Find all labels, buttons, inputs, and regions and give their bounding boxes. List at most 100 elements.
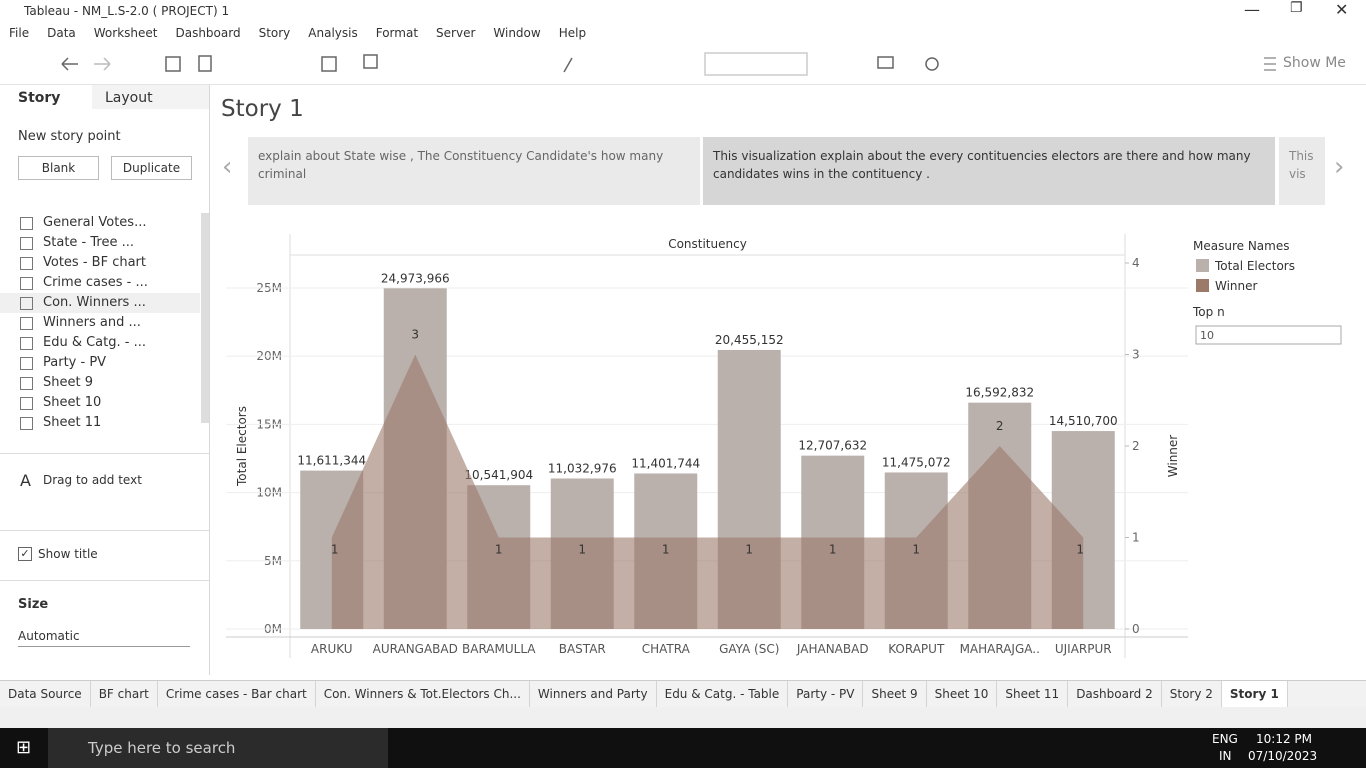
sheet-tab[interactable]: Sheet 11 [997,681,1069,707]
new-data-source[interactable] [198,55,212,72]
menu-item[interactable]: Help [558,26,587,40]
bar-label: 24,973,966 [381,271,450,285]
sheet-item[interactable]: Sheet 11 [0,413,200,433]
area-label: 1 [1076,543,1084,557]
y-axis-title: Total Electors [235,406,249,487]
sheet-item[interactable]: Edu & Catg. - ... [0,333,200,353]
duplicate-sheet[interactable] [363,54,378,69]
bar-label: 20,455,152 [715,333,784,347]
save[interactable] [165,56,181,72]
region[interactable]: IN [1219,749,1232,763]
menu-item[interactable]: Format [375,26,419,40]
show-title-checkbox[interactable]: ✓ [18,547,32,561]
fit-dropdown[interactable] [704,52,808,76]
language[interactable]: ENG [1212,732,1238,746]
sheet-item[interactable]: State - Tree ... [0,233,200,253]
y2-tick-label: 2 [1132,439,1140,453]
area-label: 1 [578,543,586,557]
sheet-tab[interactable]: Sheet 10 [927,681,998,707]
redo[interactable] [94,57,111,71]
sheet-item[interactable]: Crime cases - ... [0,273,200,293]
story-title: Story 1 [221,96,304,122]
y2-tick-label: 1 [1132,531,1140,545]
clock-date[interactable]: 07/10/2023 [1248,749,1318,763]
prev-arrow[interactable]: ‹ [222,152,233,182]
next-arrow[interactable]: › [1334,152,1345,182]
menu-bar: File Data Worksheet Dashboard Story Analysis F… [0,22,1366,44]
sheet-tab[interactable]: Party - PV [788,681,864,707]
area [331,354,1084,629]
new-sheet[interactable] [321,56,337,72]
highlight[interactable] [563,57,573,73]
sheet-tab[interactable]: Winners and Party [530,681,657,707]
x-tick-label: AURANGABAD [373,642,458,656]
undo[interactable] [61,57,78,71]
legend-swatch [1196,279,1209,292]
share[interactable] [925,57,939,71]
layout-tab[interactable]: Layout [105,90,153,106]
minimize[interactable]: — [1244,0,1260,19]
area-label: 1 [662,543,670,557]
sheet-item[interactable]: Winners and ... [0,313,200,333]
duplicate-button[interactable]: Duplicate [111,156,192,180]
show-me[interactable]: Show Me [1283,55,1346,71]
menu-item[interactable]: Server [436,26,476,40]
search-box[interactable] [48,728,388,768]
y2-axis-title: Winner [1166,435,1180,478]
y2-tick-label: 4 [1132,256,1140,270]
menu-item[interactable]: Data [47,26,76,40]
bar-label: 11,032,976 [548,461,617,475]
area-label: 1 [912,543,920,557]
divider [0,530,209,531]
sheet-item[interactable]: General Votes... [0,213,200,233]
sheet-tab[interactable]: Sheet 9 [863,681,927,707]
scrollbar [201,213,209,423]
y2-tick-label: 3 [1132,348,1140,362]
window-title: Tableau - NM_L.S-2.0 ( PROJECT) 1 [24,4,230,18]
taskbar: ⊞ Type here to search ENG IN 10:12 PM 07… [0,728,1366,768]
area-label: 1 [495,543,503,557]
story-point-active[interactable]: This visualization explain about the eve… [703,137,1275,205]
legend-swatch [1196,259,1209,272]
blank-button[interactable]: Blank [18,156,99,180]
restore[interactable]: ❐ [1290,0,1303,16]
sheet-item[interactable]: Sheet 9 [0,373,200,393]
toolbar: Show Me [0,44,1366,85]
sheet-tab[interactable]: Edu & Catg. - Table [657,681,789,707]
sheet-tab[interactable]: BF chart [91,681,158,707]
toolbar-icons [61,52,1276,76]
sheet-item[interactable]: Sheet 10 [0,393,200,413]
show-me-icon[interactable] [1264,57,1276,71]
menu-item[interactable]: Worksheet [93,26,158,40]
presentation[interactable] [877,56,894,69]
sheet-tab[interactable]: Crime cases - Bar chart [158,681,316,707]
close[interactable]: ✕ [1335,0,1349,19]
drag-text[interactable]: Drag to add text [43,473,142,487]
story-tab[interactable]: Story [18,90,61,106]
status-bar [0,707,1366,728]
start-button[interactable]: ⊞ [16,737,32,758]
menu-item[interactable]: File [9,26,30,40]
sheet-tab[interactable]: Story 2 [1162,681,1222,707]
sheet-item[interactable]: Con. Winners ... [0,293,200,313]
sheet-item[interactable]: Party - PV [0,353,200,373]
clock-time[interactable]: 10:12 PM [1256,732,1312,746]
area-label: 1 [331,543,339,557]
bar-label: 11,611,344 [297,454,366,468]
sheet-tab[interactable]: Story 1 [1221,681,1288,707]
menu-item[interactable]: Analysis [308,26,358,40]
sheet-item[interactable]: Votes - BF chart [0,253,200,273]
bar-label: 11,475,072 [882,455,951,469]
story-point[interactable]: This vis [1279,137,1325,205]
sheet-tab[interactable]: Dashboard 2 [1068,681,1162,707]
sheet-tab[interactable]: Con. Winners & Tot.Electors Ch... [316,681,530,707]
menu-item[interactable]: Story [258,26,291,40]
area-label: 1 [829,543,837,557]
sheet-tab[interactable]: Data Source [0,681,91,707]
menu-item[interactable]: Window [493,26,541,40]
menu-item[interactable]: Dashboard [175,26,241,40]
size-dropdown[interactable]: Automatic [18,629,190,647]
bar-label: 16,592,832 [965,386,1034,400]
story-point[interactable]: explain about State wise , The Constitue… [248,137,700,205]
